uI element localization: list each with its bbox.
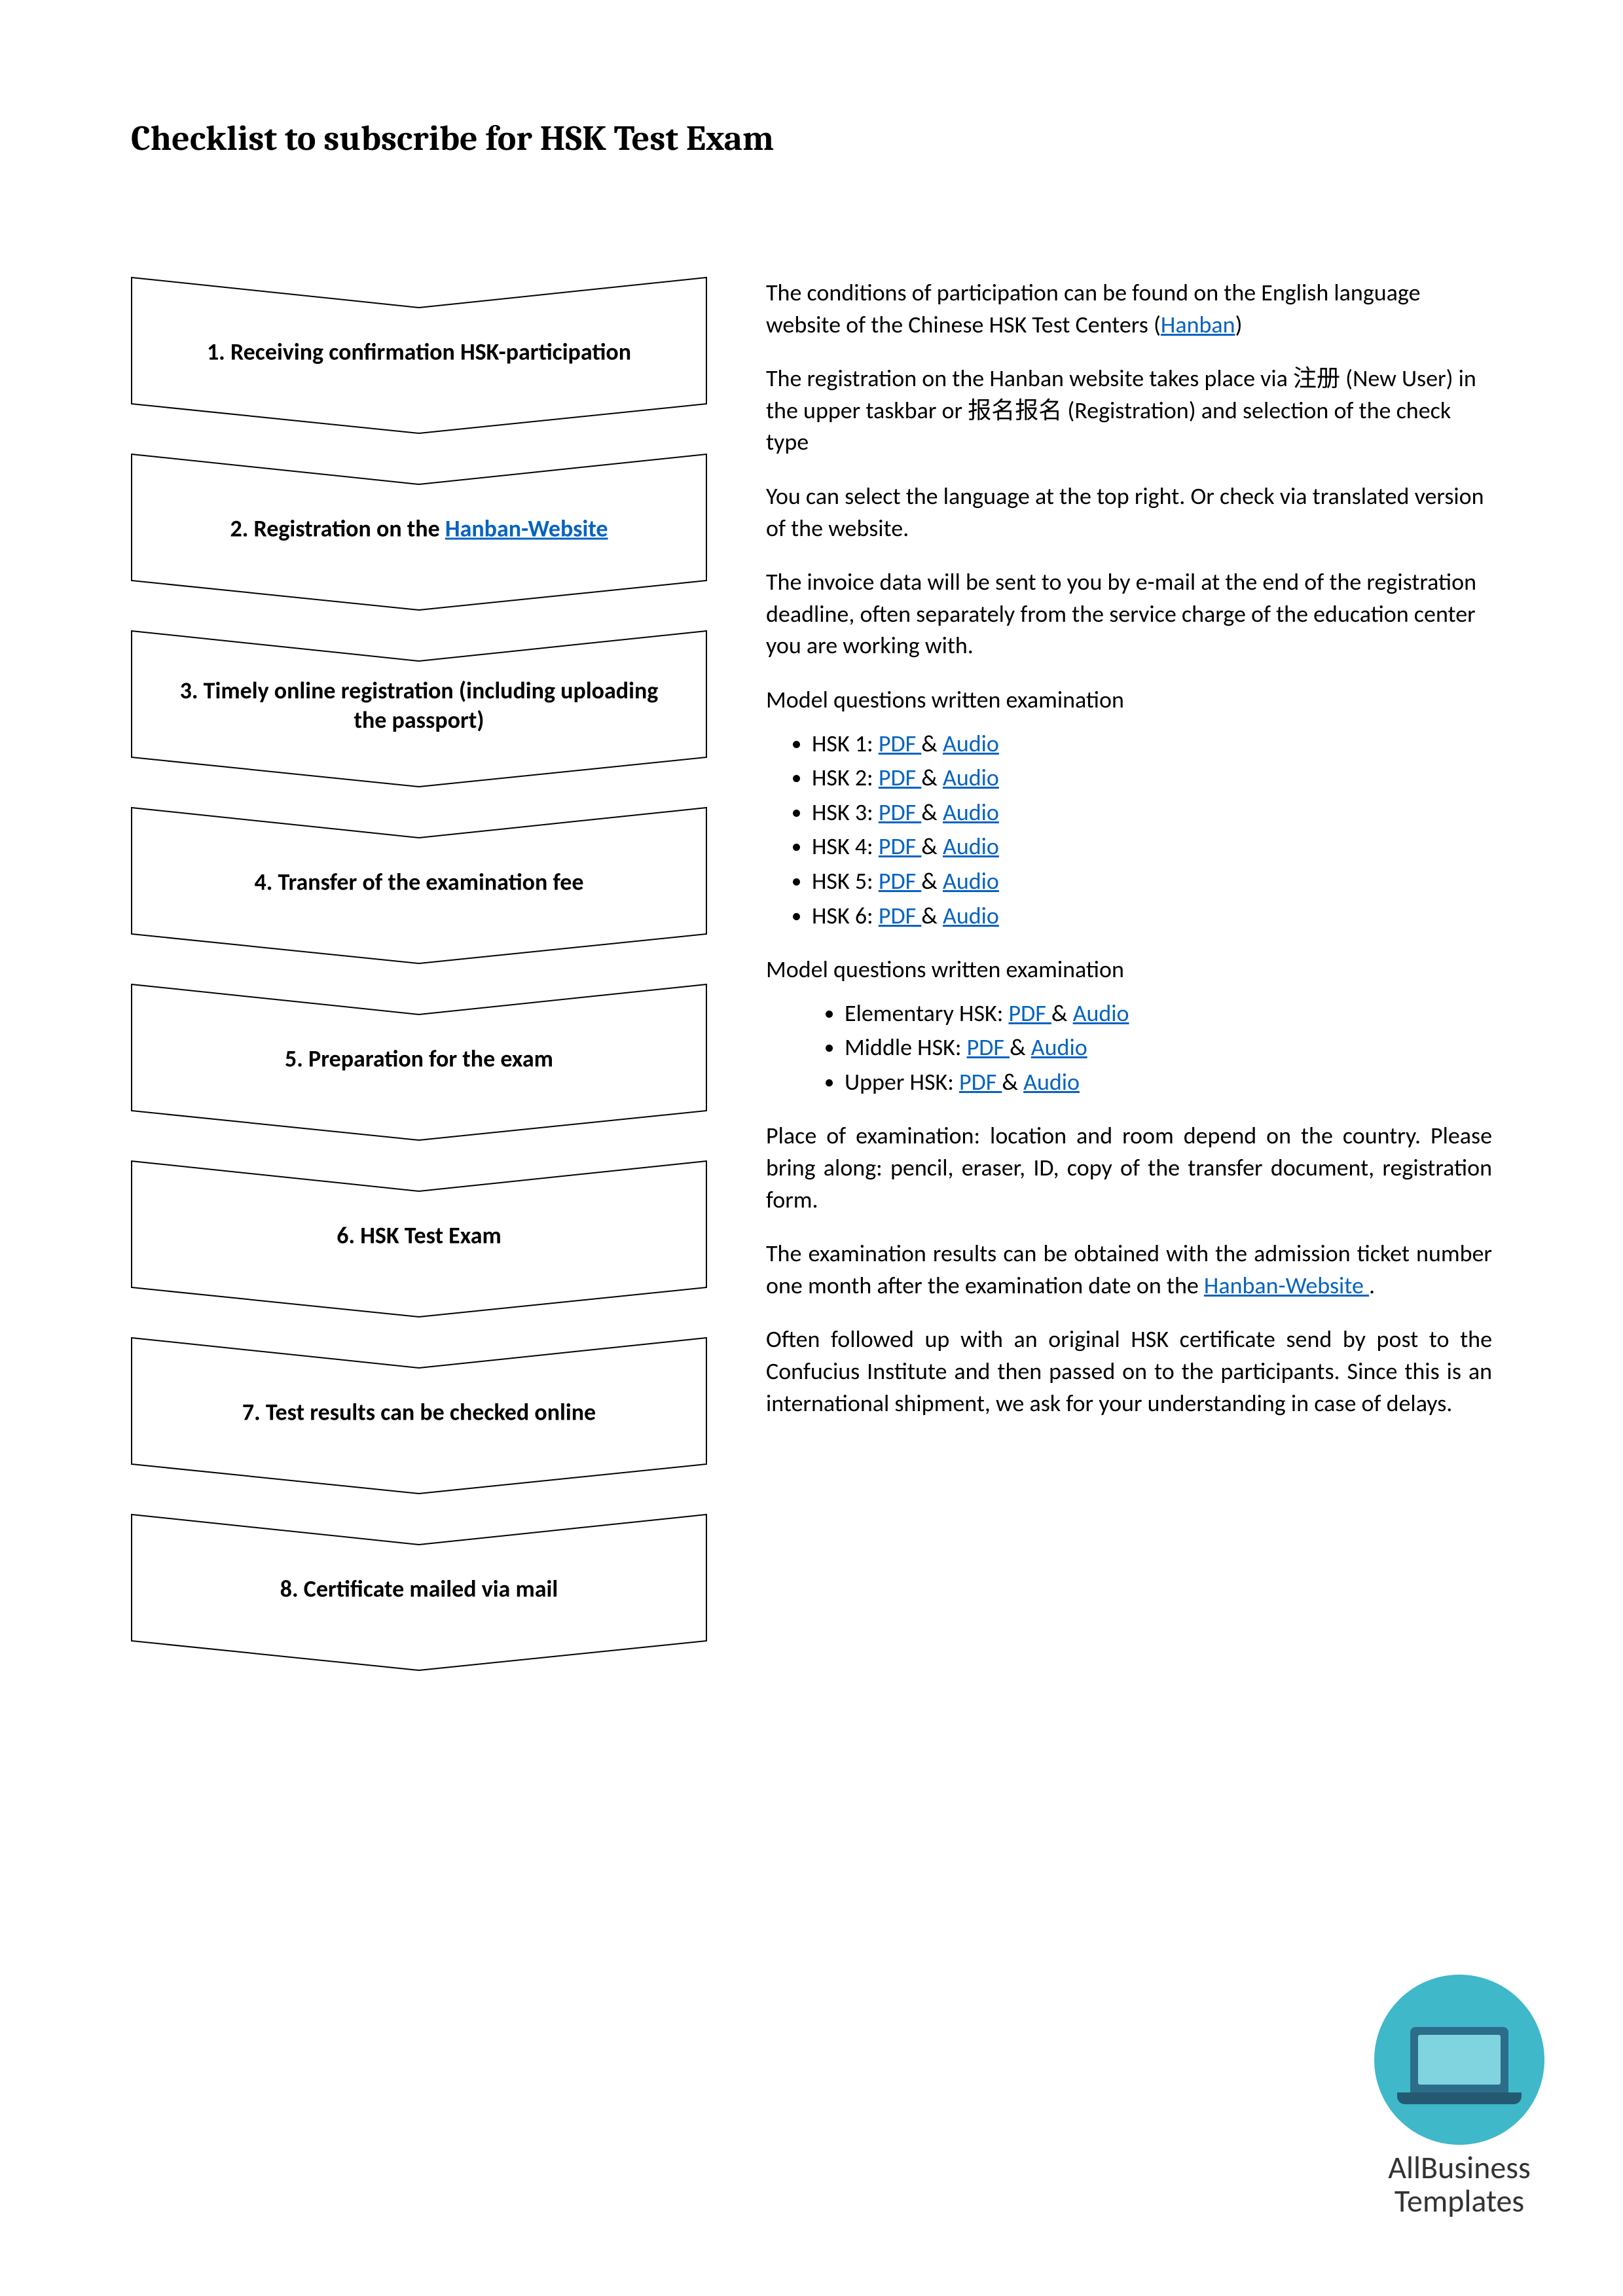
step-label: 1. Receiving confirmation HSK-participat… — [131, 338, 707, 367]
list-item: Elementary HSK: PDF & Audio — [845, 997, 1492, 1030]
hsk-oral-list: Elementary HSK: PDF & AudioMiddle HSK: P… — [845, 997, 1492, 1098]
step-box-2: 2. Registration on the Hanban-Website — [131, 454, 707, 611]
pdf-link[interactable]: PDF — [879, 798, 921, 827]
step-label: 4. Transfer of the examination fee — [131, 868, 707, 897]
paragraph-invoice: The invoice data will be sent to you by … — [766, 566, 1492, 662]
pdf-link[interactable]: PDF — [879, 867, 921, 895]
audio-link[interactable]: Audio — [943, 832, 999, 861]
list-item: Middle HSK: PDF & Audio — [845, 1031, 1492, 1064]
step-box-3: 3. Timely online registration (including… — [131, 630, 707, 787]
list-item-label: Middle HSK: — [845, 1033, 967, 1062]
list-item: HSK 6: PDF & Audio — [812, 900, 1492, 932]
paragraph-results: The examination results can be obtained … — [766, 1238, 1492, 1301]
step-label: 7. Test results can be checked online — [131, 1398, 707, 1427]
audio-link[interactable]: Audio — [943, 798, 999, 827]
text: & — [921, 763, 943, 792]
list-item-label: HSK 4: — [812, 832, 879, 861]
logo-text: AllBusiness Templates — [1374, 2151, 1544, 2217]
text: & — [921, 901, 943, 930]
page-title: Checklist to subscribe for HSK Test Exam — [131, 118, 1492, 159]
audio-link[interactable]: Audio — [1023, 1067, 1080, 1096]
audio-link[interactable]: Audio — [943, 867, 999, 895]
text: The examination results can be obtained … — [766, 1239, 1492, 1300]
step-label: 8. Certificate mailed via mail — [131, 1575, 707, 1604]
paragraph-language: You can select the language at the top r… — [766, 480, 1492, 544]
text: & — [921, 798, 943, 827]
pdf-link[interactable]: PDF — [1008, 999, 1051, 1028]
text: ) — [1235, 310, 1243, 339]
text: & — [921, 867, 943, 895]
two-column-layout: 1. Receiving confirmation HSK-participat… — [131, 277, 1492, 1671]
text: & — [921, 832, 943, 861]
audio-link[interactable]: Audio — [1031, 1033, 1087, 1062]
pdf-link[interactable]: PDF — [879, 901, 921, 930]
list-item-label: HSK 1: — [812, 729, 879, 758]
laptop-icon — [1410, 2027, 1508, 2092]
list-item: Upper HSK: PDF & Audio — [845, 1066, 1492, 1098]
paragraph-place: Place of examination: location and room … — [766, 1120, 1492, 1215]
step-box-5: 5. Preparation for the exam — [131, 984, 707, 1141]
pdf-link[interactable]: PDF — [879, 832, 921, 861]
list-item: HSK 1: PDF & Audio — [812, 728, 1492, 760]
section-label-written-2: Model questions written examination — [766, 954, 1492, 986]
step-label: 3. Timely online registration (including… — [131, 676, 707, 735]
list-item: HSK 2: PDF & Audio — [812, 762, 1492, 794]
text: & — [1002, 1067, 1023, 1096]
list-item-label: Elementary HSK: — [845, 999, 1008, 1028]
audio-link[interactable]: Audio — [943, 763, 999, 792]
list-item: HSK 3: PDF & Audio — [812, 797, 1492, 829]
step-box-4: 4. Transfer of the examination fee — [131, 807, 707, 964]
audio-link[interactable]: Audio — [1073, 999, 1129, 1028]
step-label: 2. Registration on the Hanban-Website — [131, 514, 707, 544]
audio-link[interactable]: Audio — [943, 901, 999, 930]
step-box-1: 1. Receiving confirmation HSK-participat… — [131, 277, 707, 434]
pdf-link[interactable]: PDF — [879, 763, 921, 792]
paragraph-registration: The registration on the Hanban website t… — [766, 363, 1492, 458]
paragraph-conditions: The conditions of participation can be f… — [766, 277, 1492, 340]
logo-line2: Templates — [1395, 2181, 1524, 2220]
paragraph-certificate: Often followed up with an original HSK c… — [766, 1323, 1492, 1419]
list-item-label: HSK 6: — [812, 901, 879, 930]
text: & — [1010, 1033, 1031, 1062]
section-label-written: Model questions written examination — [766, 684, 1492, 716]
hsk-levels-list: HSK 1: PDF & AudioHSK 2: PDF & AudioHSK … — [812, 728, 1492, 932]
hanban-website-link[interactable]: Hanban-Website — [1204, 1271, 1369, 1300]
hanban-link[interactable]: Hanban — [1161, 310, 1235, 339]
pdf-link[interactable]: PDF — [959, 1067, 1002, 1096]
list-item: HSK 5: PDF & Audio — [812, 865, 1492, 897]
checklist-flowchart: 1. Receiving confirmation HSK-participat… — [131, 277, 707, 1671]
list-item-label: Upper HSK: — [845, 1067, 959, 1096]
list-item-label: HSK 5: — [812, 867, 879, 895]
step-link[interactable]: Hanban-Website — [445, 514, 608, 543]
step-box-6: 6. HSK Test Exam — [131, 1160, 707, 1318]
list-item: HSK 4: PDF & Audio — [812, 831, 1492, 863]
text: . — [1369, 1271, 1375, 1300]
text: The conditions of participation can be f… — [766, 278, 1420, 339]
step-box-8: 8. Certificate mailed via mail — [131, 1514, 707, 1671]
step-label: 5. Preparation for the exam — [131, 1045, 707, 1074]
audio-link[interactable]: Audio — [943, 729, 999, 758]
step-box-7: 7. Test results can be checked online — [131, 1337, 707, 1494]
list-item-label: HSK 2: — [812, 763, 879, 792]
text: & — [921, 729, 943, 758]
logo: AllBusiness Templates — [1374, 1975, 1544, 2217]
list-item-label: HSK 3: — [812, 798, 879, 827]
text: & — [1051, 999, 1073, 1028]
step-label: 6. HSK Test Exam — [131, 1221, 707, 1251]
logo-circle-icon — [1374, 1975, 1544, 2145]
pdf-link[interactable]: PDF — [879, 729, 921, 758]
description-column: The conditions of participation can be f… — [766, 277, 1492, 1671]
pdf-link[interactable]: PDF — [967, 1033, 1010, 1062]
